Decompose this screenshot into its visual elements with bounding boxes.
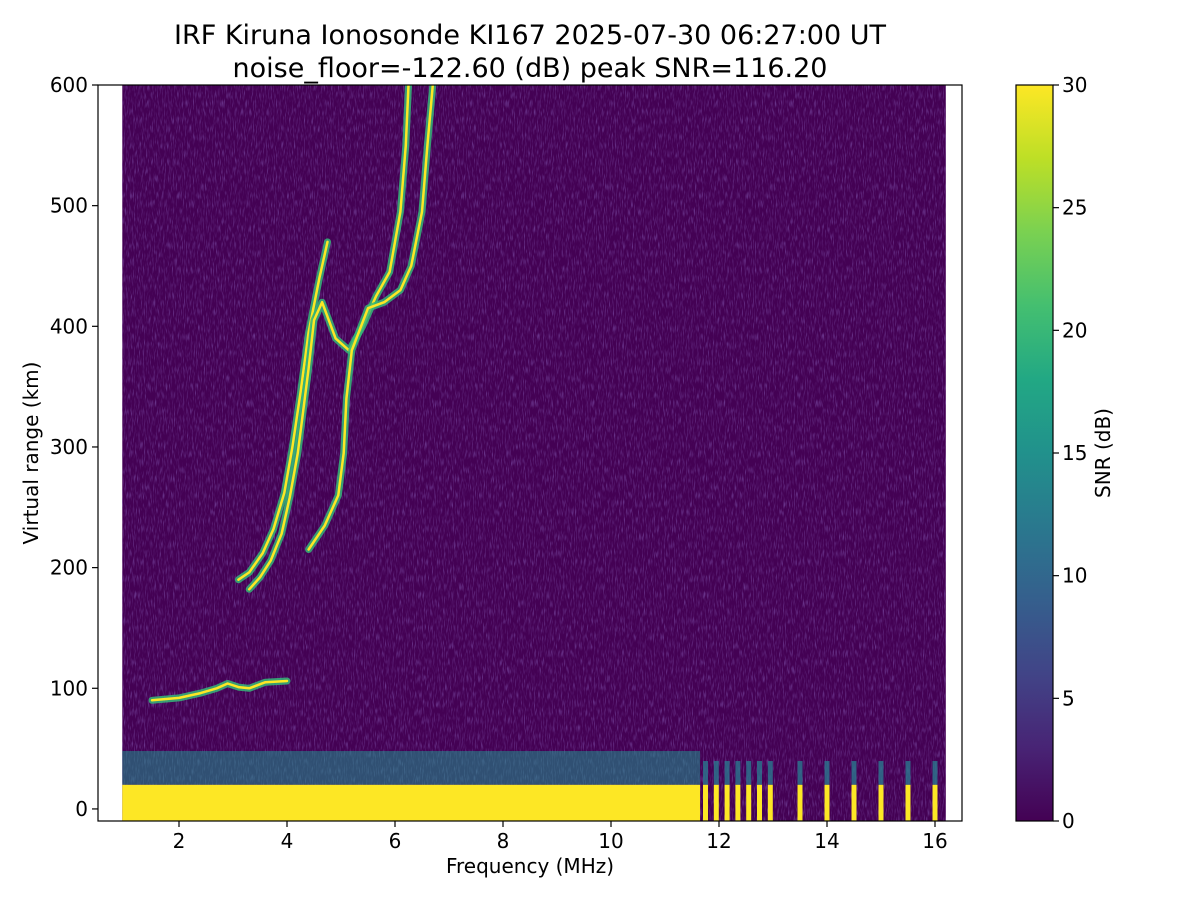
pulse-fringe — [905, 761, 911, 785]
ground-echo-pulse — [724, 784, 730, 821]
chart-subtitle: noise_floor=-122.60 (dB) peak SNR=116.20 — [233, 53, 828, 84]
pulse-fringe — [713, 761, 719, 785]
pulse-fringe — [851, 761, 857, 785]
pulse-fringe — [757, 761, 762, 785]
chart-title: IRF Kiruna Ionosonde KI167 2025-07-30 06… — [174, 20, 887, 51]
ground-echo-pulse — [767, 784, 773, 821]
echo-trace — [150, 679, 289, 702]
y-axis: 0 100 200 300 400 500 600 — [50, 73, 98, 821]
y-tick-label: 100 — [50, 676, 88, 700]
colorbar-label: SNR (dB) — [1091, 408, 1115, 498]
x-tick-label: 2 — [173, 829, 186, 853]
pulse-fringe — [797, 761, 803, 785]
pulse-fringe — [703, 761, 708, 785]
y-tick-label: 600 — [50, 73, 88, 97]
x-tick-label: 14 — [814, 829, 839, 853]
y-axis-label: Virtual range (km) — [19, 362, 43, 545]
colorbar-tick-label: 15 — [1062, 441, 1087, 465]
ground-echo-pulse — [703, 784, 708, 821]
ground-echo-pulse — [932, 784, 938, 821]
ground-echo — [122, 751, 938, 821]
ground-echo-pulse — [824, 784, 830, 821]
ground-echo-pulse — [713, 784, 719, 821]
y-tick-label: 0 — [75, 797, 88, 821]
pulse-fringe — [724, 761, 730, 785]
plot-area: 2 4 6 8 10 12 14 16 0 100 200 300 400 500 600 Frequen… — [19, 73, 963, 878]
colorbar-tick-label: 0 — [1062, 809, 1075, 833]
x-tick-label: 6 — [389, 829, 402, 853]
x-axis: 2 4 6 8 10 12 14 16 — [173, 821, 948, 853]
pulse-fringe — [878, 761, 884, 785]
x-tick-label: 16 — [922, 829, 947, 853]
ground-echo-pulse — [851, 784, 857, 821]
colorbar-tick-label: 20 — [1062, 318, 1087, 342]
colorbar-tick-label: 30 — [1062, 73, 1087, 97]
ground-fringe — [122, 751, 701, 785]
echo-trace — [247, 85, 410, 591]
echo-traces — [148, 85, 437, 704]
x-tick-label: 8 — [497, 829, 510, 853]
colorbar-axis: 0 5 10 15 20 25 30 — [1053, 73, 1087, 833]
x-tick-label: 10 — [598, 829, 623, 853]
x-axis-label: Frequency (MHz) — [446, 854, 614, 878]
colorbar-tick-label: 5 — [1062, 686, 1075, 710]
colorbar-tick-label: 25 — [1062, 196, 1087, 220]
pulse-fringe — [824, 761, 830, 785]
y-tick-label: 300 — [50, 435, 88, 459]
ground-echo-pulse — [735, 784, 741, 821]
ground-echo-pulse — [905, 784, 911, 821]
plot-frame — [97, 84, 963, 822]
noise-texture — [122, 85, 946, 821]
ground-echo-pulse — [746, 784, 752, 821]
y-tick-label: 200 — [50, 556, 88, 580]
x-tick-label: 4 — [281, 829, 294, 853]
ground-echo-pulse — [757, 784, 762, 821]
colorbar: 0 5 10 15 20 25 30 SNR (dB) — [1015, 73, 1115, 833]
colorbar-tick-label: 10 — [1062, 564, 1087, 588]
pulse-fringe — [767, 761, 773, 785]
echo-trace — [237, 240, 329, 581]
x-tick-label: 12 — [706, 829, 731, 853]
y-tick-label: 400 — [50, 314, 88, 338]
pulse-fringe — [735, 761, 741, 785]
echo-trace — [307, 85, 435, 551]
colorbar-gradient — [1015, 84, 1054, 822]
pulse-fringe — [746, 761, 752, 785]
ground-echo-band — [122, 784, 701, 821]
y-tick-label: 500 — [50, 194, 88, 218]
ground-echo-pulse — [878, 784, 884, 821]
ground-echo-pulse — [797, 784, 803, 821]
pulse-fringe — [932, 761, 938, 785]
